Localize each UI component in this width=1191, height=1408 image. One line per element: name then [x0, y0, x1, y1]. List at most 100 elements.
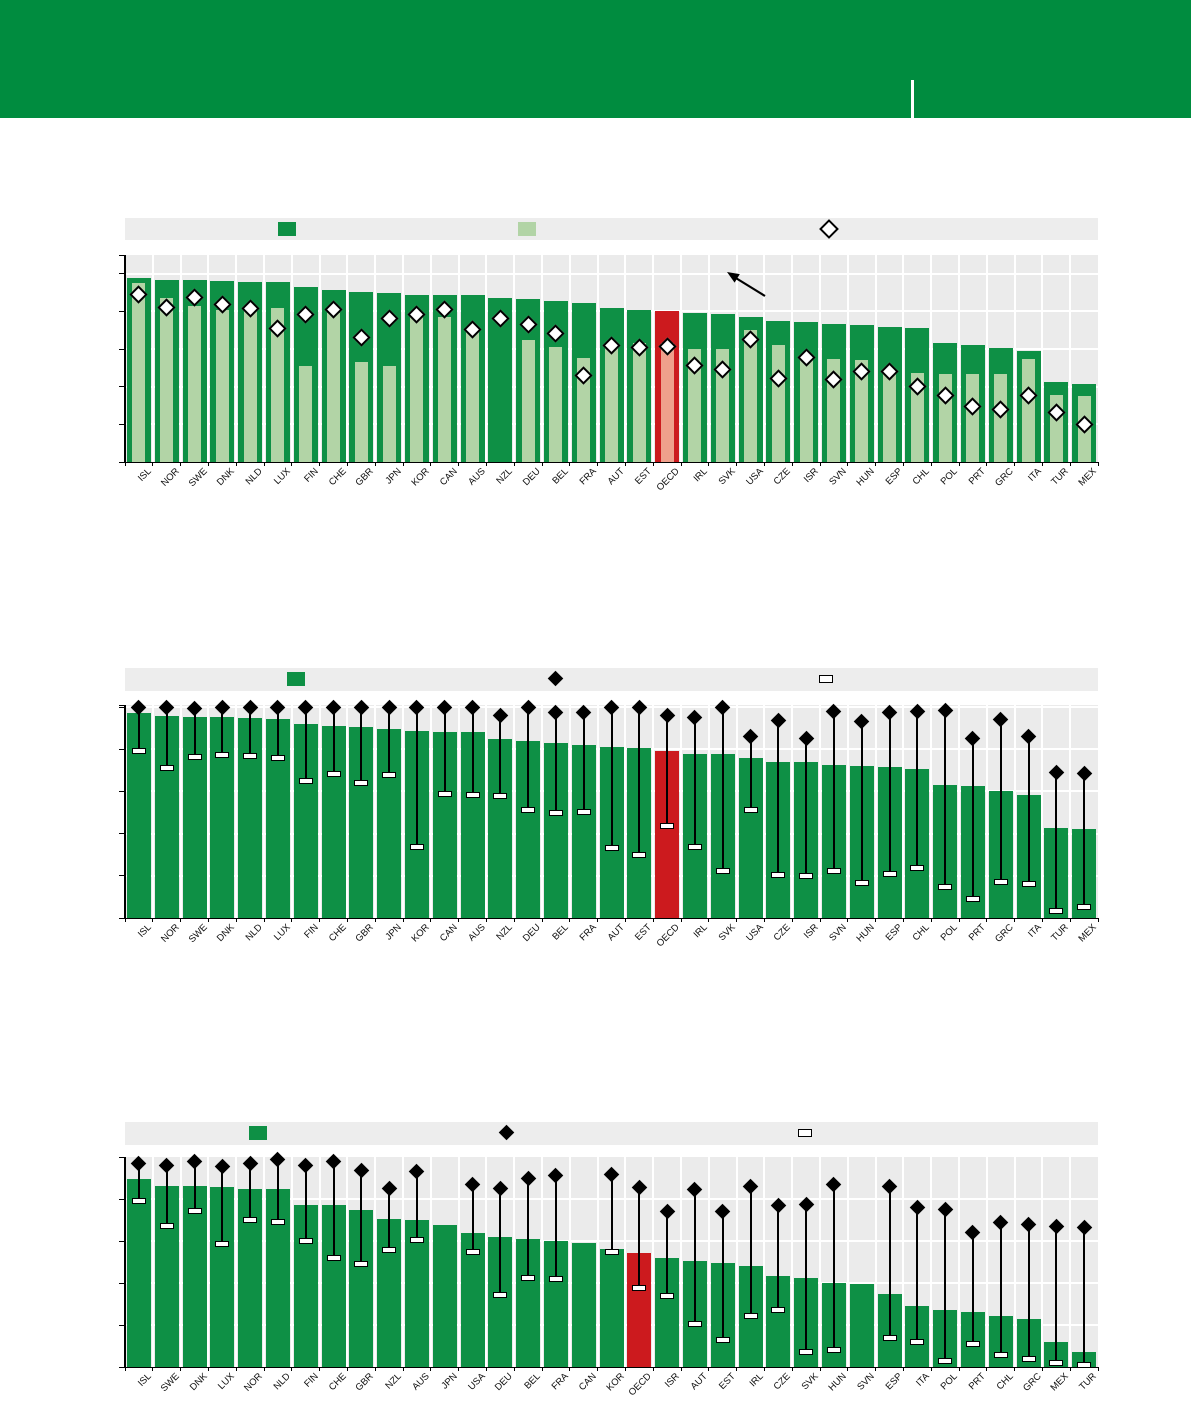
black-diamond-marker — [158, 699, 175, 715]
vertical-gridline — [846, 1157, 849, 1367]
x-axis-tick — [652, 1367, 654, 1371]
whisker-line — [388, 1188, 391, 1251]
x-axis-label: BEL — [522, 1371, 543, 1392]
whisker-line — [832, 1184, 835, 1351]
x-axis-label: NLD — [271, 1371, 293, 1393]
x-axis-tick — [346, 462, 348, 466]
whisker-line — [388, 707, 391, 775]
black-diamond-marker — [214, 1158, 231, 1175]
inner-bar — [299, 366, 313, 462]
black-diamond-legend-key — [498, 1124, 515, 1141]
whisker-line — [249, 707, 252, 756]
horizontal-gridline — [125, 272, 1098, 275]
whisker-line — [805, 1204, 808, 1353]
x-axis-tick — [1014, 918, 1016, 922]
x-axis-tick — [597, 1367, 599, 1371]
inner-bar — [1022, 358, 1035, 462]
vertical-gridline — [207, 255, 210, 462]
whisker-line — [332, 707, 335, 774]
legend-strip — [125, 1122, 1098, 1145]
y-axis-tick — [119, 917, 125, 919]
inner-bar — [660, 343, 674, 462]
x-axis-label: JPN — [383, 466, 404, 487]
vertical-gridline — [290, 255, 293, 462]
black-diamond-marker — [297, 699, 314, 715]
x-axis-label: TUR — [1077, 1371, 1099, 1393]
whisker-line — [999, 1222, 1002, 1356]
x-axis-tick — [541, 462, 543, 466]
vertical-gridline — [513, 705, 516, 918]
black-diamond-marker — [687, 709, 703, 726]
inner-bar — [883, 372, 896, 462]
white-dash-marker — [576, 808, 591, 815]
black-diamond-marker — [742, 728, 759, 745]
vertical-gridline — [207, 1157, 210, 1367]
x-axis-label: IRL — [691, 466, 710, 485]
vertical-gridline — [235, 705, 238, 918]
x-axis-label: MEX — [1076, 922, 1099, 945]
x-axis-label: LUX — [271, 922, 293, 943]
whisker-line — [415, 707, 418, 848]
vertical-gridline — [485, 1157, 488, 1367]
x-axis-tick — [680, 462, 682, 466]
x-axis-label: AUT — [688, 1371, 710, 1393]
whisker-line — [415, 1171, 418, 1240]
x-axis-tick — [847, 918, 849, 922]
x-axis-tick — [152, 918, 154, 922]
x-axis-tick — [597, 462, 599, 466]
whisker-line — [1055, 772, 1058, 911]
plot-area — [119, 699, 1099, 922]
white-dash-marker — [521, 1274, 536, 1281]
vertical-gridline — [707, 1157, 710, 1367]
vertical-gridline — [1041, 1157, 1044, 1367]
whisker-line — [360, 1170, 363, 1265]
whisker-line — [582, 712, 585, 812]
vertical-gridline — [735, 255, 738, 462]
whisker-line — [693, 1189, 696, 1324]
black-diamond-marker — [158, 1157, 175, 1174]
x-axis-tick — [1097, 462, 1099, 466]
vertical-gridline — [235, 1157, 238, 1367]
x-axis-tick — [652, 918, 654, 922]
x-axis-label: ISR — [801, 466, 821, 485]
x-axis-tick — [902, 918, 904, 922]
x-axis-tick — [986, 918, 988, 922]
whisker-line — [638, 1187, 641, 1289]
x-axis-tick — [958, 1367, 960, 1371]
x-axis-tick — [763, 462, 765, 466]
black-diamond-marker — [687, 1181, 703, 1198]
x-axis-tick — [652, 462, 654, 466]
inner-bar — [243, 309, 257, 462]
vertical-gridline — [1041, 705, 1044, 918]
vertical-gridline — [290, 1157, 293, 1367]
black-diamond-marker — [631, 699, 648, 715]
x-axis-tick — [235, 1367, 237, 1371]
whisker-line — [1027, 736, 1030, 885]
whisker-line — [610, 1174, 613, 1252]
x-axis-tick — [124, 1367, 126, 1371]
inner-bar — [160, 298, 174, 462]
x-axis-line — [124, 1366, 1098, 1368]
whisker-line — [527, 1178, 530, 1278]
vertical-gridline — [457, 705, 460, 918]
vertical-gridline — [874, 255, 877, 462]
x-axis-label: NZL — [383, 1371, 404, 1392]
vertical-gridline — [819, 1157, 821, 1367]
x-axis-tick — [374, 462, 376, 466]
vertical-gridline — [1013, 255, 1016, 462]
whisker-line — [471, 1184, 474, 1252]
x-axis-tick — [708, 918, 710, 922]
x-axis-label: PRT — [966, 466, 988, 488]
inner-bar — [966, 373, 980, 462]
x-axis-tick — [180, 918, 182, 922]
y-axis-tick — [119, 386, 125, 388]
whisker-line — [1055, 1226, 1058, 1363]
y-axis-tick — [119, 310, 125, 312]
white-dash-marker — [187, 1207, 202, 1214]
inner-bar — [688, 349, 702, 462]
white-dash-marker — [632, 1285, 647, 1292]
x-axis-tick — [513, 462, 515, 466]
x-axis-tick — [374, 1367, 376, 1371]
x-axis-tick — [708, 1367, 710, 1371]
x-axis-label: HUN — [826, 1371, 849, 1394]
